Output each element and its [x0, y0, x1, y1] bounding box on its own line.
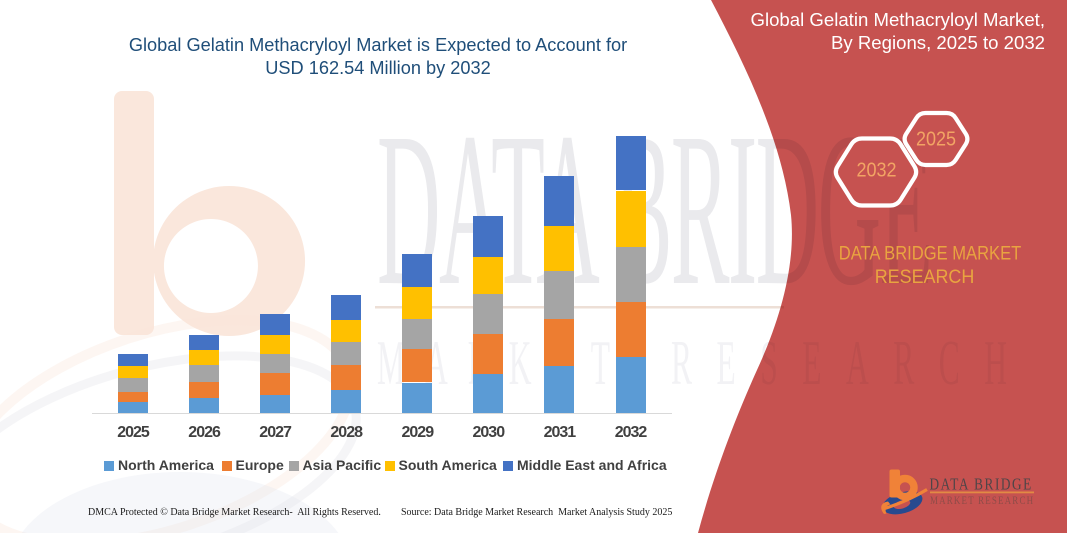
svg-text:DATA BRIDGE: DATA BRIDGE: [930, 475, 1033, 494]
svg-text:DATA BRIDGE MARKET: DATA BRIDGE MARKET: [839, 242, 1021, 264]
svg-text:2032: 2032: [856, 160, 896, 182]
svg-text:MARKET RESEARCH: MARKET RESEARCH: [930, 495, 1034, 507]
svg-text:RESEARCH: RESEARCH: [671, 328, 1031, 398]
svg-text:2025: 2025: [916, 128, 956, 150]
svg-text:DATA BRIDGE: DATA BRIDGE: [377, 89, 932, 332]
svg-text:RESEARCH: RESEARCH: [875, 265, 975, 287]
